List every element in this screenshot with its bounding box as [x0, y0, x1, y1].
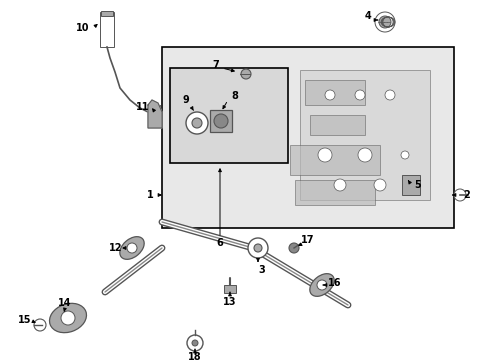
Text: 6: 6	[216, 238, 223, 248]
Text: 12: 12	[109, 243, 122, 253]
Polygon shape	[148, 100, 162, 128]
Text: 10: 10	[76, 23, 90, 33]
Text: 2: 2	[463, 190, 469, 200]
Text: 18: 18	[188, 352, 202, 360]
Circle shape	[373, 179, 385, 191]
Circle shape	[149, 117, 159, 127]
Ellipse shape	[120, 237, 144, 259]
Text: 11: 11	[136, 102, 149, 112]
Circle shape	[288, 243, 298, 253]
Bar	[305, 80, 364, 105]
Circle shape	[241, 69, 250, 79]
Text: 9: 9	[182, 95, 189, 105]
Text: 14: 14	[58, 298, 72, 308]
Circle shape	[325, 90, 334, 100]
Circle shape	[34, 319, 46, 331]
Bar	[401, 175, 419, 195]
Circle shape	[192, 118, 202, 128]
Circle shape	[214, 114, 227, 128]
Circle shape	[192, 340, 198, 346]
Circle shape	[61, 311, 75, 325]
Bar	[170, 68, 287, 163]
Text: 4: 4	[364, 11, 370, 21]
Circle shape	[185, 112, 207, 134]
Ellipse shape	[49, 303, 86, 333]
Text: 13: 13	[223, 297, 236, 307]
Bar	[289, 145, 379, 175]
Text: 17: 17	[301, 235, 314, 245]
Circle shape	[354, 90, 364, 100]
Ellipse shape	[309, 274, 333, 296]
Bar	[101, 11, 113, 16]
Bar	[299, 70, 429, 200]
Bar	[209, 110, 231, 132]
Circle shape	[453, 189, 465, 201]
Text: 8: 8	[231, 91, 238, 101]
Bar	[309, 115, 364, 135]
Bar	[148, 105, 160, 119]
Bar	[100, 12, 114, 47]
Circle shape	[378, 16, 390, 28]
Circle shape	[317, 148, 331, 162]
Bar	[224, 285, 236, 293]
Bar	[294, 180, 374, 205]
Text: 16: 16	[327, 278, 341, 288]
Circle shape	[400, 151, 408, 159]
Circle shape	[253, 244, 262, 252]
Circle shape	[333, 179, 346, 191]
Circle shape	[384, 90, 394, 100]
Text: 7: 7	[212, 60, 219, 70]
Circle shape	[374, 12, 394, 32]
Text: 15: 15	[18, 315, 32, 325]
Circle shape	[357, 148, 371, 162]
Circle shape	[127, 243, 137, 253]
Text: 5: 5	[414, 180, 421, 190]
Text: 1: 1	[146, 190, 153, 200]
Circle shape	[247, 238, 267, 258]
Bar	[162, 47, 453, 228]
Circle shape	[186, 335, 203, 351]
Text: 3: 3	[258, 265, 265, 275]
Circle shape	[316, 280, 326, 290]
